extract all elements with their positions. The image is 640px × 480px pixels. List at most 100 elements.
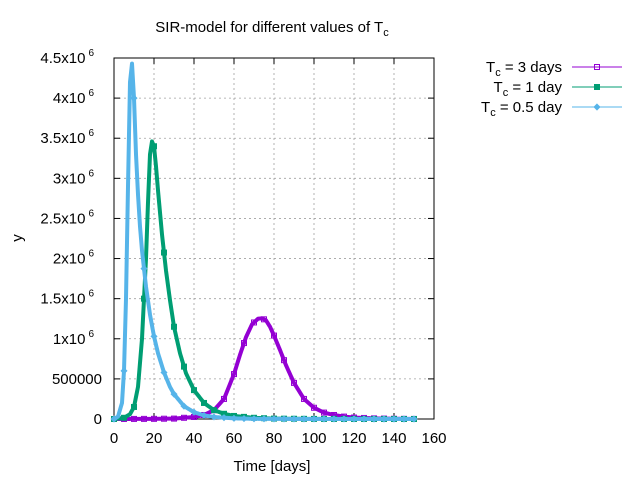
series-point — [121, 414, 127, 421]
legend-label-prefix: T — [494, 79, 503, 96]
x-tick-label: 60 — [226, 430, 243, 447]
legend-label: Tc = 3 days — [486, 59, 562, 79]
series-point — [150, 332, 158, 340]
legend-label-suffix: = 3 days — [501, 59, 562, 76]
series-point — [151, 143, 157, 150]
y-tick-label-exponent: 6 — [88, 208, 94, 219]
x-tick-label: 40 — [186, 430, 203, 447]
series-point — [390, 415, 398, 423]
y-tick-label-exponent: 6 — [88, 128, 94, 139]
series-point — [291, 379, 297, 386]
y-tick-label-exponent: 6 — [88, 88, 94, 99]
y-tick-label-exponent: 6 — [88, 168, 94, 179]
legend-label-subscript: c — [503, 87, 509, 99]
x-tick-label: 20 — [146, 430, 163, 447]
series-point — [200, 411, 208, 419]
series-point — [220, 414, 228, 422]
series-point — [131, 403, 137, 410]
y-tick-label-base: 1.5x10 — [40, 291, 85, 308]
series-point — [370, 415, 378, 423]
x-tick-label: 160 — [421, 430, 446, 447]
series-point — [300, 415, 308, 423]
chart-title-main: SIR-model for different values of T — [155, 19, 383, 36]
legend-label-subscript: c — [495, 67, 501, 79]
series-point — [360, 415, 368, 423]
chart-title: SIR-model for different values of Tc — [155, 19, 389, 39]
series-layer — [110, 61, 418, 423]
series-point — [320, 415, 328, 423]
series-point — [120, 367, 128, 375]
x-axis-label: Time [days] — [234, 458, 311, 475]
series-line — [112, 139, 416, 421]
x-tick-label: 120 — [341, 430, 366, 447]
series-point — [131, 415, 137, 422]
y-tick-label-base: 1x10 — [53, 331, 86, 348]
series-point — [211, 407, 217, 414]
y-tick-label: 2x10 6 — [53, 249, 95, 268]
y-tick-label: 1.5x10 6 — [40, 289, 94, 308]
series-1 — [111, 316, 417, 422]
series-point — [160, 368, 168, 377]
y-tick-label-base: 4.5x10 — [40, 50, 85, 67]
series-point — [261, 316, 267, 323]
y-tick-label-base: 3.5x10 — [40, 130, 85, 147]
y-tick-label-exponent: 6 — [88, 329, 94, 340]
x-tick-label: 140 — [381, 430, 406, 447]
series-point — [281, 357, 287, 364]
y-tick-label-base: 500000 — [52, 371, 102, 388]
series-point — [141, 415, 147, 422]
y-tick-label-exponent: 6 — [88, 289, 94, 300]
series-line — [112, 61, 416, 421]
series-point — [311, 404, 317, 411]
series-point — [271, 332, 277, 339]
legend-label: Tc = 1 day — [494, 79, 563, 99]
series-point — [171, 323, 177, 330]
legend-label: Tc = 0.5 day — [481, 99, 562, 119]
series-point — [231, 371, 237, 378]
series-point — [321, 409, 327, 416]
legend-item-3: Tc = 0.5 day — [481, 99, 622, 119]
series-point — [151, 415, 157, 422]
legend-label-suffix: = 1 day — [508, 79, 562, 96]
y-tick-label-base: 0 — [94, 411, 102, 428]
legend-item-1: Tc = 3 days — [486, 59, 622, 79]
series-point — [230, 414, 238, 422]
legend-item-2: Tc = 1 day — [494, 79, 622, 99]
y-tick-label: 4.5x10 6 — [40, 48, 94, 67]
y-tick-label-base: 3x10 — [53, 170, 86, 187]
series-point — [310, 415, 318, 423]
series-point — [380, 415, 388, 423]
y-tick-label-base: 2.5x10 — [40, 210, 85, 227]
y-tick-label-base: 2x10 — [53, 251, 86, 268]
series-point — [110, 415, 118, 423]
series-point — [400, 415, 408, 423]
series-point — [130, 94, 138, 102]
legend-label-prefix: T — [481, 99, 490, 116]
y-tick-label-exponent: 6 — [88, 249, 94, 260]
y-tick-label: 0 — [94, 411, 102, 428]
x-tick-label: 0 — [110, 430, 118, 447]
series-point — [140, 265, 148, 273]
series-point — [250, 415, 258, 423]
series-point — [241, 340, 247, 347]
legend-label-suffix: = 0.5 day — [496, 99, 563, 116]
y-tick-label: 3x10 6 — [53, 168, 95, 187]
legend-label-prefix: T — [486, 59, 495, 76]
series-3 — [110, 61, 418, 423]
x-tick-label: 80 — [266, 430, 283, 447]
series-point — [171, 415, 177, 422]
series-point — [170, 390, 178, 398]
series-point — [190, 408, 198, 416]
series-point — [280, 415, 288, 423]
series-point — [290, 415, 298, 423]
series-line — [112, 316, 416, 421]
series-point — [181, 363, 187, 370]
series-point — [161, 415, 167, 422]
legend-sample-marker — [594, 64, 600, 70]
x-tick-label: 100 — [301, 430, 326, 447]
y-axis-label: y — [9, 234, 26, 242]
